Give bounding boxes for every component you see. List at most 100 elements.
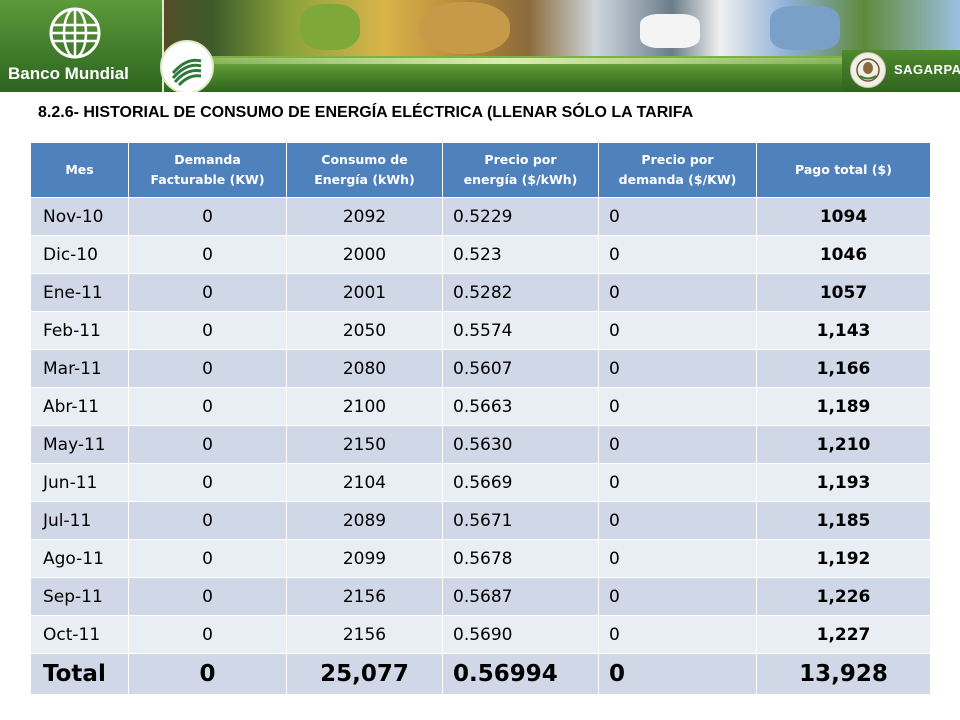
cell-precio-demanda: 0 [598, 615, 757, 654]
cell-consumo: 2099 [286, 539, 443, 578]
sagarpa-label: SAGARPA [894, 62, 960, 77]
cell-consumo: 2089 [286, 501, 443, 540]
cell-mes: May-11 [30, 425, 129, 464]
stripes-emblem-icon [171, 58, 202, 87]
cell-pago-total: 1,189 [756, 387, 931, 426]
cell-consumo: 2050 [286, 311, 443, 350]
cell-precio-energia: 0.5663 [442, 387, 599, 426]
cell-pago-total: 1,143 [756, 311, 931, 350]
cell-precio-energia: 0.5630 [442, 425, 599, 464]
cell-consumo: 2156 [286, 577, 443, 616]
cell-mes: Nov-10 [30, 197, 129, 236]
cell-pago-total: 1,227 [756, 615, 931, 654]
cell-consumo: 2104 [286, 463, 443, 502]
table-row: Ago-11 0 2099 0.5678 0 1,192 [30, 539, 931, 578]
table-row: Jul-11 0 2089 0.5671 0 1,185 [30, 501, 931, 540]
cell-precio-demanda: 0 [598, 349, 757, 388]
globe-icon [49, 7, 101, 59]
banner-photo-people [770, 6, 840, 50]
cell-mes: Abr-11 [30, 387, 129, 426]
banco-mundial-label: Banco Mundial [8, 64, 129, 83]
cell-precio-demanda: 0 [598, 235, 757, 274]
cell-demanda: 0 [128, 463, 287, 502]
cell-mes: Sep-11 [30, 577, 129, 616]
cell-pago-total: 1,192 [756, 539, 931, 578]
cell-mes: Ago-11 [30, 539, 129, 578]
cell-pago-total: 1,185 [756, 501, 931, 540]
cell-pago-total: 1057 [756, 273, 931, 312]
section-heading: 8.2.6- HISTORIAL DE CONSUMO DE ENERGÍA E… [38, 104, 694, 121]
total-consumo: 25,077 [286, 653, 443, 695]
cell-precio-energia: 0.5690 [442, 615, 599, 654]
cell-consumo: 2080 [286, 349, 443, 388]
cell-demanda: 0 [128, 387, 287, 426]
table-row: Oct-11 0 2156 0.5690 0 1,227 [30, 615, 931, 654]
header-precio-demanda: Precio por demanda ($/KW) [598, 142, 757, 198]
cell-consumo: 2156 [286, 615, 443, 654]
cell-demanda: 0 [128, 349, 287, 388]
cell-pago-total: 1094 [756, 197, 931, 236]
header-mes: Mes [30, 142, 129, 198]
cell-consumo: 2150 [286, 425, 443, 464]
table-row: Dic-10 0 2000 0.523 0 1046 [30, 235, 931, 274]
cell-mes: Mar-11 [30, 349, 129, 388]
cell-precio-demanda: 0 [598, 539, 757, 578]
banner-highlight [160, 58, 850, 64]
cell-consumo: 2000 [286, 235, 443, 274]
cell-precio-demanda: 0 [598, 273, 757, 312]
cell-mes: Feb-11 [30, 311, 129, 350]
cell-demanda: 0 [128, 425, 287, 464]
header-consumo: Consumo de Energía (kWh) [286, 142, 443, 198]
cell-pago-total: 1,210 [756, 425, 931, 464]
cell-demanda: 0 [128, 235, 287, 274]
cell-precio-energia: 0.5687 [442, 577, 599, 616]
cell-precio-demanda: 0 [598, 311, 757, 350]
agency-emblem [160, 40, 214, 92]
total-label: Total [30, 653, 129, 695]
header-demanda: Demanda Facturable (KW) [128, 142, 287, 198]
banner-photo-grain [420, 2, 510, 54]
cell-pago-total: 1,226 [756, 577, 931, 616]
cell-demanda: 0 [128, 539, 287, 578]
cell-consumo: 2092 [286, 197, 443, 236]
table-header-row: Mes Demanda Facturable (KW) Consumo de Ene… [30, 142, 931, 198]
cell-precio-energia: 0.5574 [442, 311, 599, 350]
cell-precio-demanda: 0 [598, 197, 757, 236]
cell-mes: Jun-11 [30, 463, 129, 502]
cell-consumo: 2001 [286, 273, 443, 312]
banner-photo-vegetables [300, 4, 360, 50]
total-pago: 13,928 [756, 653, 931, 695]
table-row: Mar-11 0 2080 0.5607 0 1,166 [30, 349, 931, 388]
table-row: Feb-11 0 2050 0.5574 0 1,143 [30, 311, 931, 350]
energy-consumption-table: Mes Demanda Facturable (KW) Consumo de Ene… [30, 142, 931, 695]
cell-consumo: 2100 [286, 387, 443, 426]
cell-precio-energia: 0.5229 [442, 197, 599, 236]
header-banner: Banco Mundial SAGARPA [0, 0, 960, 92]
total-precio-energia: 0.56994 [442, 653, 599, 695]
cell-pago-total: 1046 [756, 235, 931, 274]
banco-mundial-logo: Banco Mundial [0, 0, 164, 92]
cell-precio-demanda: 0 [598, 425, 757, 464]
cell-precio-energia: 0.5282 [442, 273, 599, 312]
total-demanda: 0 [128, 653, 287, 695]
cell-precio-demanda: 0 [598, 463, 757, 502]
cell-demanda: 0 [128, 273, 287, 312]
cell-pago-total: 1,193 [756, 463, 931, 502]
banner-photo-cattle [640, 14, 700, 48]
cell-demanda: 0 [128, 615, 287, 654]
cell-precio-energia: 0.5669 [442, 463, 599, 502]
table-total-row: Total 0 25,077 0.56994 0 13,928 [30, 653, 931, 695]
total-precio-demanda: 0 [598, 653, 757, 695]
mexico-seal-icon [850, 52, 886, 88]
cell-precio-demanda: 0 [598, 577, 757, 616]
table-row: Ene-11 0 2001 0.5282 0 1057 [30, 273, 931, 312]
table-row: Sep-11 0 2156 0.5687 0 1,226 [30, 577, 931, 616]
header-precio-energia: Precio por energía ($/kWh) [442, 142, 599, 198]
cell-precio-energia: 0.5607 [442, 349, 599, 388]
cell-mes: Dic-10 [30, 235, 129, 274]
cell-demanda: 0 [128, 577, 287, 616]
table-row: May-11 0 2150 0.5630 0 1,210 [30, 425, 931, 464]
table-row: Abr-11 0 2100 0.5663 0 1,189 [30, 387, 931, 426]
cell-demanda: 0 [128, 501, 287, 540]
table-row: Nov-10 0 2092 0.5229 0 1094 [30, 197, 931, 236]
